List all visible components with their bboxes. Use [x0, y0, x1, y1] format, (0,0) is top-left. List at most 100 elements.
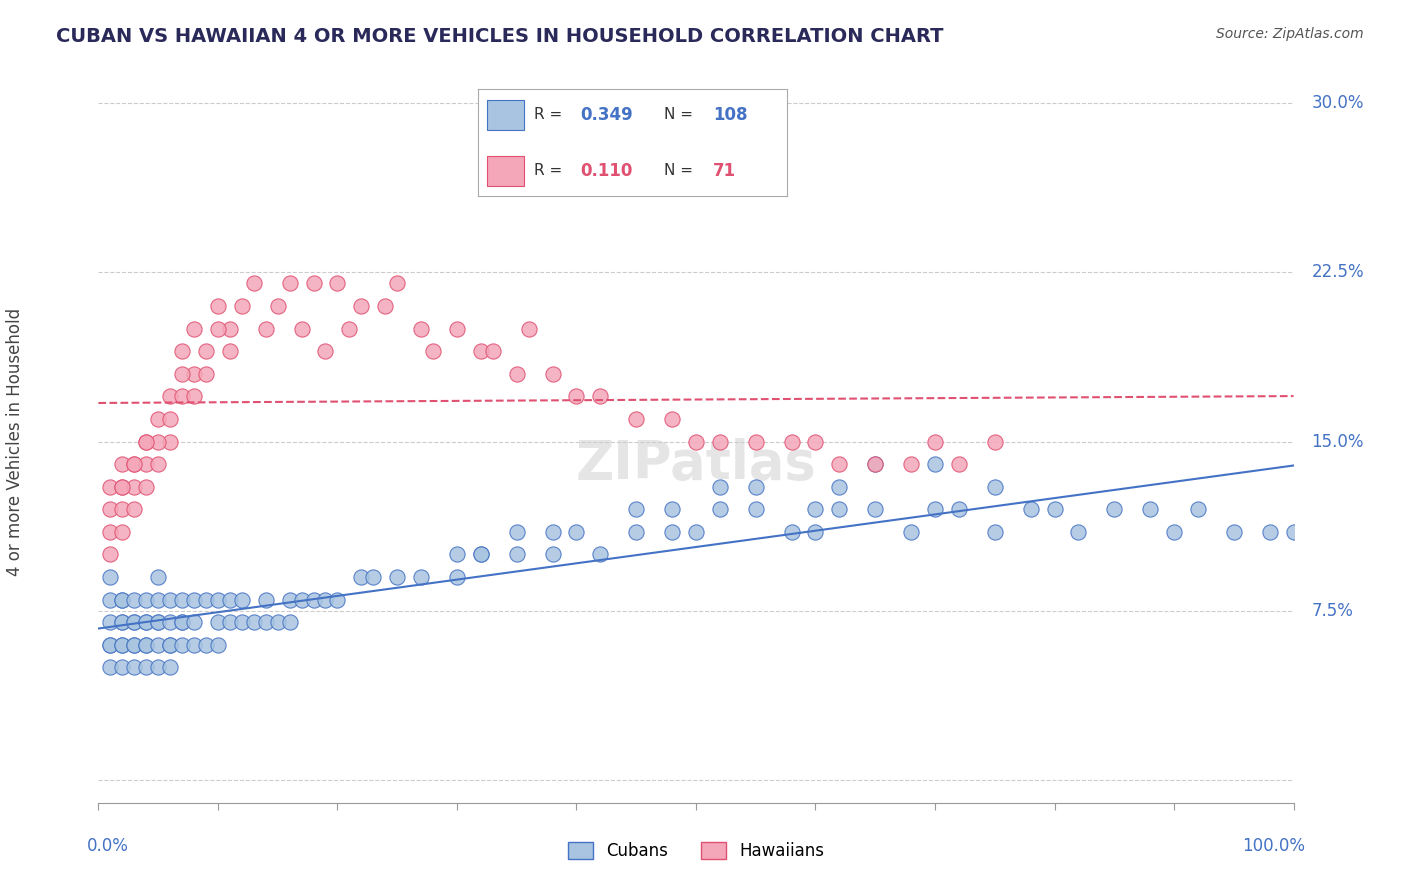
Text: 7.5%: 7.5% [1312, 602, 1354, 620]
Point [207, 299, 229, 313]
Point [219, 615, 242, 630]
Point [124, 502, 146, 516]
Point [315, 344, 337, 359]
Point [278, 615, 301, 630]
Point [339, 321, 361, 335]
Point [231, 615, 253, 630]
Point [411, 321, 433, 335]
Point [1163, 524, 1185, 539]
Point [541, 367, 564, 381]
Text: R =: R = [534, 107, 567, 122]
Point [183, 321, 205, 335]
Point [267, 299, 290, 313]
Point [745, 502, 768, 516]
Point [124, 457, 146, 471]
Point [446, 548, 468, 562]
Text: CUBAN VS HAWAIIAN 4 OR MORE VEHICLES IN HOUSEHOLD CORRELATION CHART: CUBAN VS HAWAIIAN 4 OR MORE VEHICLES IN … [56, 27, 943, 45]
Point [195, 367, 218, 381]
Point [924, 434, 946, 449]
Point [326, 592, 349, 607]
Point [207, 638, 229, 652]
Point [135, 638, 157, 652]
Point [446, 321, 468, 335]
Point [385, 570, 409, 584]
Point [124, 615, 146, 630]
Point [924, 502, 946, 516]
Point [111, 480, 134, 494]
Point [804, 502, 827, 516]
Point [1067, 524, 1090, 539]
Point [865, 502, 887, 516]
Point [506, 367, 529, 381]
Point [685, 524, 707, 539]
Point [517, 321, 540, 335]
Text: 4 or more Vehicles in Household: 4 or more Vehicles in Household [6, 308, 24, 575]
Point [804, 434, 827, 449]
Point [626, 412, 648, 426]
Legend: Cubans, Hawaiians: Cubans, Hawaiians [561, 835, 831, 867]
Point [243, 277, 266, 291]
Point [148, 660, 170, 674]
Point [135, 615, 157, 630]
Point [482, 344, 505, 359]
Text: 0.0%: 0.0% [87, 837, 128, 855]
Point [148, 592, 170, 607]
Point [385, 277, 409, 291]
Point [195, 638, 218, 652]
Point [172, 367, 194, 381]
Point [709, 480, 731, 494]
Point [111, 615, 134, 630]
Point [148, 570, 170, 584]
Point [148, 615, 170, 630]
Point [124, 638, 146, 652]
Point [148, 457, 170, 471]
Point [1104, 502, 1126, 516]
Point [828, 502, 851, 516]
Point [172, 615, 194, 630]
Point [135, 434, 157, 449]
Point [172, 344, 194, 359]
Point [135, 660, 157, 674]
Point [1187, 502, 1209, 516]
Point [111, 638, 134, 652]
Point [172, 615, 194, 630]
Point [291, 321, 314, 335]
Point [148, 638, 170, 652]
Point [98, 570, 122, 584]
Point [1043, 502, 1066, 516]
Point [98, 502, 122, 516]
Point [661, 412, 683, 426]
Point [446, 570, 468, 584]
Point [865, 457, 887, 471]
Text: N =: N = [664, 107, 697, 122]
Point [745, 480, 768, 494]
Point [183, 615, 205, 630]
Point [565, 389, 588, 403]
Point [159, 615, 181, 630]
Point [124, 638, 146, 652]
Point [111, 615, 134, 630]
Point [254, 592, 277, 607]
Point [195, 592, 218, 607]
Point [278, 277, 301, 291]
Point [111, 524, 134, 539]
Text: 15.0%: 15.0% [1312, 433, 1364, 450]
Point [183, 389, 205, 403]
Point [565, 524, 588, 539]
Point [254, 615, 277, 630]
Text: R =: R = [534, 163, 567, 178]
Point [1258, 524, 1281, 539]
Point [948, 457, 970, 471]
Point [148, 615, 170, 630]
Point [350, 570, 373, 584]
Point [172, 592, 194, 607]
Point [98, 660, 122, 674]
Text: 108: 108 [713, 106, 748, 124]
Point [159, 638, 181, 652]
Point [1019, 502, 1042, 516]
Point [350, 299, 373, 313]
Point [709, 502, 731, 516]
Point [780, 434, 803, 449]
Point [124, 660, 146, 674]
Point [924, 457, 946, 471]
